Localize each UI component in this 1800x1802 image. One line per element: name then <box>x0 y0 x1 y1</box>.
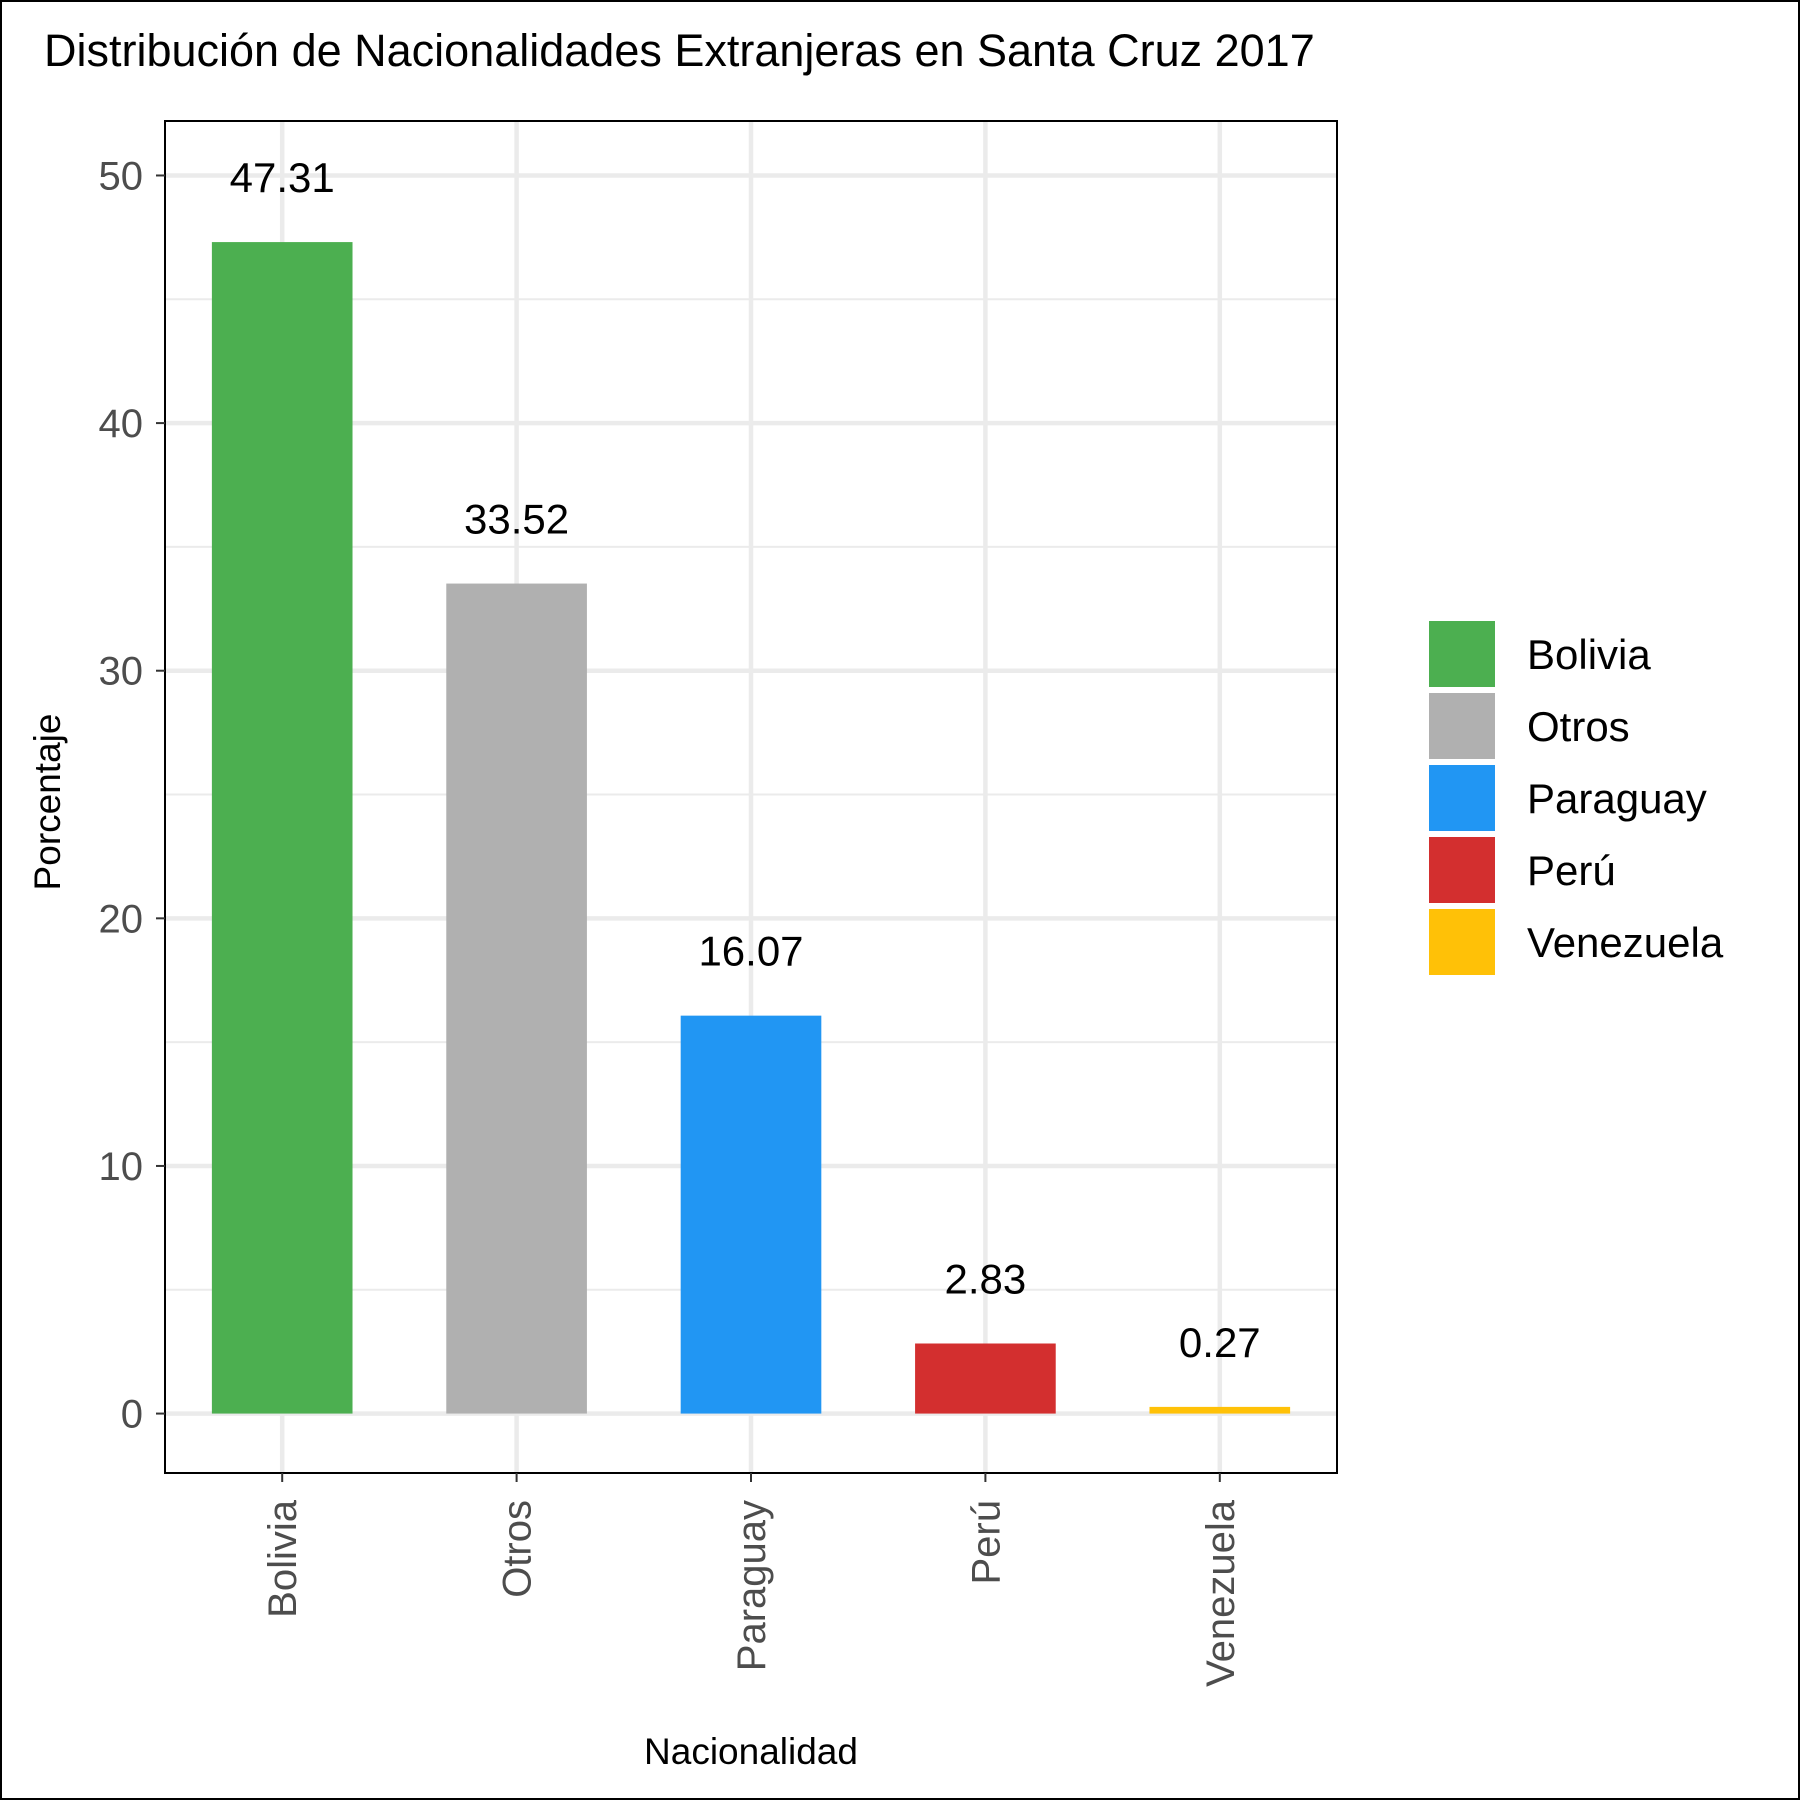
legend-label: Bolivia <box>1527 631 1651 678</box>
data-label: 16.07 <box>698 928 803 975</box>
x-tick-label: Venezuela <box>1199 1499 1243 1687</box>
x-axis-title: Nacionalidad <box>644 1731 858 1772</box>
legend-key-paraguay <box>1429 765 1495 831</box>
bar-paraguay <box>680 1015 822 1414</box>
data-label: 0.27 <box>1179 1319 1261 1366</box>
x-tick-label: Bolivia <box>261 1499 305 1618</box>
legend-key-venezuela <box>1429 909 1495 975</box>
y-tick-label: 0 <box>121 1393 143 1437</box>
x-tick-label: Otros <box>496 1500 540 1598</box>
y-tick-label: 40 <box>99 402 144 446</box>
x-tick-label: Perú <box>964 1500 1008 1585</box>
x-axis-ticks: Bolivia Otros Paraguay Perú Venezuela <box>261 1473 1243 1687</box>
data-labels: 47.31 33.52 16.07 2.83 0.27 <box>230 154 1261 1366</box>
legend-key-otros <box>1429 693 1495 759</box>
data-label: 47.31 <box>230 154 335 201</box>
chart-title: Distribución de Nacionalidades Extranjer… <box>44 25 1315 76</box>
legend-key-bolivia <box>1429 621 1495 687</box>
bar-bolivia <box>211 242 353 1414</box>
bars <box>211 242 1291 1414</box>
bar-otros <box>446 583 587 1414</box>
y-axis-ticks: 0 10 20 30 40 50 <box>99 154 165 1437</box>
legend-label: Otros <box>1527 703 1630 750</box>
bar-venezuela <box>1149 1406 1291 1414</box>
legend-key-perú <box>1429 837 1495 903</box>
data-label: 33.52 <box>464 496 569 543</box>
x-tick-label: Paraguay <box>730 1500 774 1671</box>
y-tick-label: 50 <box>99 154 144 198</box>
y-tick-label: 20 <box>99 897 144 941</box>
bar-perú <box>915 1343 1056 1414</box>
legend: Bolivia Otros Paraguay Perú Venezuela <box>1429 621 1724 975</box>
y-axis-title: Porcentaje <box>27 714 68 891</box>
legend-label: Paraguay <box>1527 775 1707 822</box>
legend-label: Perú <box>1527 847 1616 894</box>
y-tick-label: 30 <box>99 650 144 694</box>
data-label: 2.83 <box>945 1255 1027 1302</box>
legend-label: Venezuela <box>1527 919 1724 966</box>
y-tick-label: 10 <box>99 1145 144 1189</box>
